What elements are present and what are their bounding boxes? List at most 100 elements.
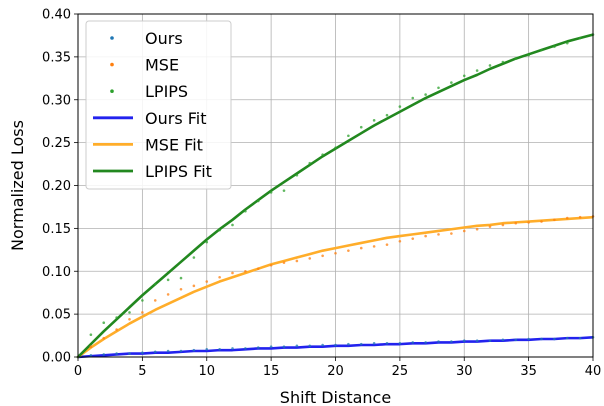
mse-point [437, 233, 440, 236]
ours-point [166, 349, 170, 353]
ours-point [385, 341, 389, 345]
mse-point [385, 243, 389, 246]
y-tick-label: 0.30 [42, 93, 71, 108]
ours-point [141, 351, 144, 355]
lpips-point [282, 189, 286, 192]
mse-point [334, 251, 337, 255]
lpips-point [424, 93, 427, 96]
ours-point [501, 338, 505, 342]
ours-point [424, 341, 427, 344]
mse-point [514, 221, 518, 225]
y-tick-label: 0.15 [42, 222, 71, 237]
x-tick-label: 20 [327, 364, 344, 379]
lpips-point [334, 146, 337, 150]
ours-point [282, 345, 286, 349]
lpips-point [437, 86, 440, 90]
legend-label-ours-fit: Ours Fit [145, 109, 207, 128]
lpips-point [450, 81, 453, 84]
mse-point [141, 311, 144, 314]
ours-point [398, 341, 402, 345]
ours-point [565, 336, 569, 340]
y-tick-label: 0.35 [42, 50, 71, 65]
lpips-point [411, 96, 415, 100]
mse-point [192, 284, 196, 288]
lpips-point [89, 333, 93, 337]
mse-point [424, 234, 427, 238]
legend-label-ours: Ours [145, 29, 183, 48]
ours-point [540, 337, 543, 341]
mse-point [527, 221, 530, 224]
x-tick-label: 15 [263, 364, 280, 379]
y-axis-title: Normalized Loss [8, 120, 27, 251]
lpips-point [565, 41, 569, 45]
legend-label-mse-fit: MSE Fit [145, 135, 203, 154]
legend-marker-mse [110, 62, 114, 67]
mse-point [398, 239, 402, 243]
lpips-point [540, 48, 543, 52]
legend-box [85, 20, 232, 190]
lpips-point [462, 74, 466, 78]
mse-point [553, 218, 556, 222]
lpips-point [514, 57, 518, 60]
lpips-point [205, 240, 209, 244]
mse-point [269, 263, 273, 267]
lpips-point [398, 105, 402, 108]
mse-point [128, 317, 131, 321]
lpips-point [192, 256, 196, 259]
lpips-point [501, 60, 505, 64]
ours-point [269, 345, 273, 349]
ours-point [102, 353, 106, 356]
axis-ticks: 0 5 10 15 20 25 30 35 40 0.00 0.05 0.10 0.15 0.20 0.25… [42, 8, 601, 380]
mse-point [282, 261, 286, 264]
mse-point [153, 299, 157, 302]
mse-point [295, 259, 299, 263]
lpips-point [553, 45, 556, 48]
mse-point [166, 293, 170, 296]
mse-point [372, 245, 376, 248]
lpips-point [141, 299, 144, 302]
x-tick-label: 10 [198, 364, 215, 379]
x-tick-label: 5 [138, 364, 146, 379]
mse-point [475, 227, 479, 231]
lpips-point [179, 276, 183, 280]
x-tick-label: 30 [456, 364, 473, 379]
ours-point [205, 347, 209, 351]
legend-marker-lpips [110, 89, 114, 93]
ours-point [359, 342, 363, 346]
x-axis-title: Shift Distance [280, 388, 391, 406]
ours-point [372, 341, 376, 345]
lpips-point [308, 161, 312, 165]
lpips-point [527, 53, 530, 57]
lpips-point [166, 278, 170, 282]
ours-point [488, 339, 492, 343]
mse-point [450, 232, 453, 235]
mse-point [308, 257, 312, 260]
mse-point [540, 220, 543, 223]
mse-point [256, 267, 260, 270]
mse-point [359, 246, 363, 250]
mse-point [565, 216, 569, 220]
ours-point [128, 352, 131, 355]
legend-label-lpips: LPIPS [145, 82, 188, 101]
ours-point [192, 348, 196, 352]
lpips-point [372, 119, 376, 122]
lpips-point [475, 69, 479, 72]
legend-marker-ours [110, 36, 114, 40]
lpips-point [153, 282, 157, 286]
ours-point [256, 346, 260, 349]
lpips-point [269, 191, 273, 194]
y-tick-label: 0.10 [42, 265, 71, 280]
mse-fit-line [77, 215, 594, 359]
ours-point [295, 344, 299, 348]
lpips-point [385, 113, 389, 117]
mse-point [115, 328, 118, 331]
mse-point [462, 229, 466, 233]
ours-point [578, 336, 582, 340]
lpips-point [256, 199, 260, 203]
ours-point [450, 340, 453, 343]
ours-point [527, 337, 530, 341]
lpips-point [488, 64, 492, 67]
ours-point [347, 342, 350, 346]
lpips-point [295, 173, 299, 177]
